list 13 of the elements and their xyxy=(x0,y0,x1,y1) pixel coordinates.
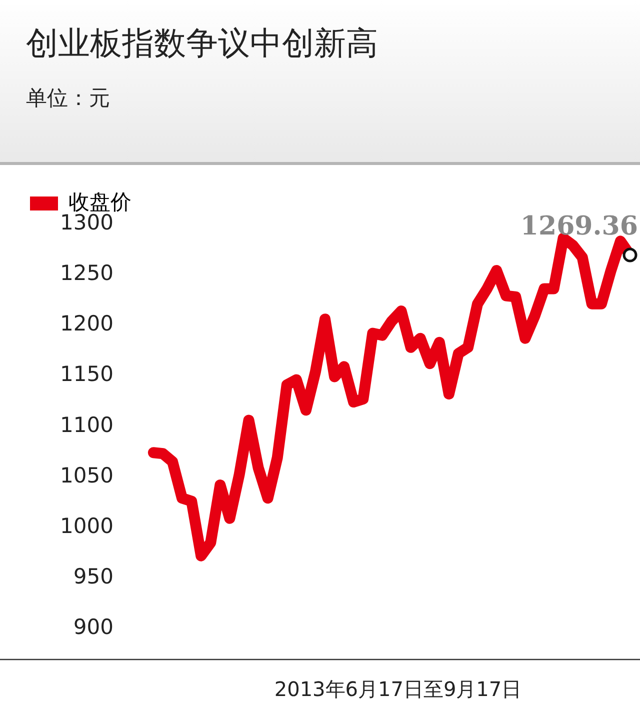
y-tick-label: 1150 xyxy=(60,362,114,386)
y-tick-label: 1200 xyxy=(60,312,114,336)
x-axis-title: 2013年6月17日至9月17日 xyxy=(273,676,523,703)
chart-title: 创业板指数争议中创新高 xyxy=(26,23,378,64)
y-tick-label: 1050 xyxy=(60,463,114,488)
y-tick-label: 1000 xyxy=(60,514,114,538)
chart-subtitle: 单位：元 xyxy=(26,85,110,112)
legend-label: 收盘价 xyxy=(68,190,132,214)
y-tick-label: 900 xyxy=(73,615,114,640)
y-tick-label: 1250 xyxy=(60,261,114,286)
y-tick-label: 1100 xyxy=(60,412,114,437)
y-tick-label: 950 xyxy=(73,564,114,589)
data-label: 1269.36 xyxy=(520,212,638,242)
